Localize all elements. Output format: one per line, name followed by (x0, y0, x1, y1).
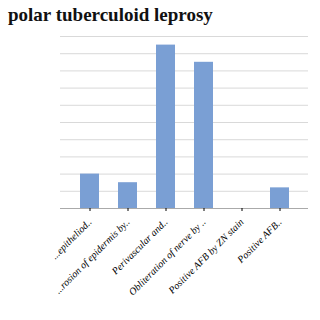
svg-text:Obliteration of nerve by ..: Obliteration of nerve by .. (126, 216, 207, 297)
svg-text:Positive AFB by ZN stain: Positive AFB by ZN stain (165, 216, 245, 296)
svg-text:...rosion of epidermis by..: ...rosion of epidermis by.. (52, 216, 131, 295)
svg-text:Positive AFB..: Positive AFB.. (234, 216, 283, 265)
svg-text:...epitheliod..: ...epitheliod.. (48, 216, 94, 262)
html-text:polar tuberculoid leprosy: polar tuberculoid leprosy (8, 4, 213, 25)
svg-text:Perivascular and..: Perivascular and.. (109, 216, 170, 277)
